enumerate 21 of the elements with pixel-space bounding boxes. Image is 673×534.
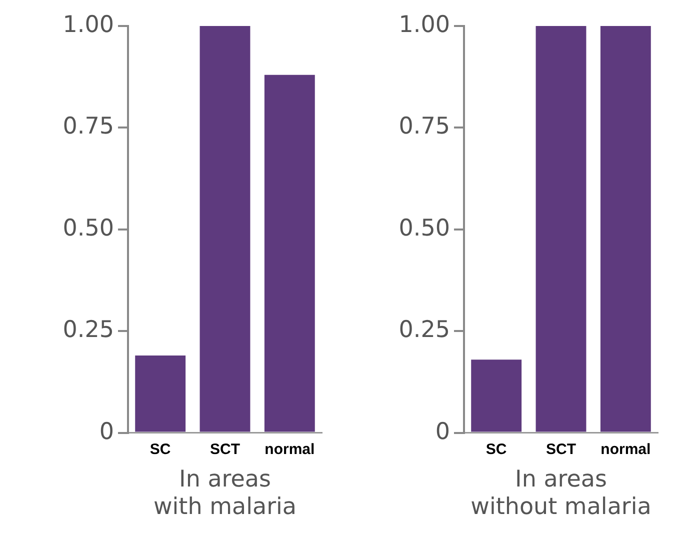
y-tick-label: 1.00 (62, 12, 114, 38)
y-tick-label: 0.25 (62, 317, 114, 344)
x-axis-title: In areas with malaria (153, 466, 297, 520)
bar (135, 356, 186, 432)
x-tick-label: SC (150, 440, 171, 458)
x-tick-label: SCT (210, 440, 240, 458)
y-tick-label: 0.75 (398, 114, 450, 140)
y-tick-label: 1.00 (398, 12, 450, 38)
x-tick-label: SC (486, 440, 507, 458)
y-tick-label: 0.25 (398, 317, 450, 344)
x-tick-label: SCT (546, 440, 576, 458)
x-axis-title: In areas without malaria (470, 466, 652, 520)
y-tick-label: 0.75 (62, 114, 114, 140)
y-tick-label: 0.50 (398, 215, 450, 242)
x-tick-label: normal (600, 440, 651, 458)
bar (200, 26, 250, 432)
y-tick-label: 0 (99, 418, 114, 445)
y-tick-label: 0.50 (62, 215, 114, 242)
bar (264, 74, 315, 432)
y-tick-label: 0 (435, 418, 450, 445)
x-tick-label: normal (264, 440, 315, 458)
